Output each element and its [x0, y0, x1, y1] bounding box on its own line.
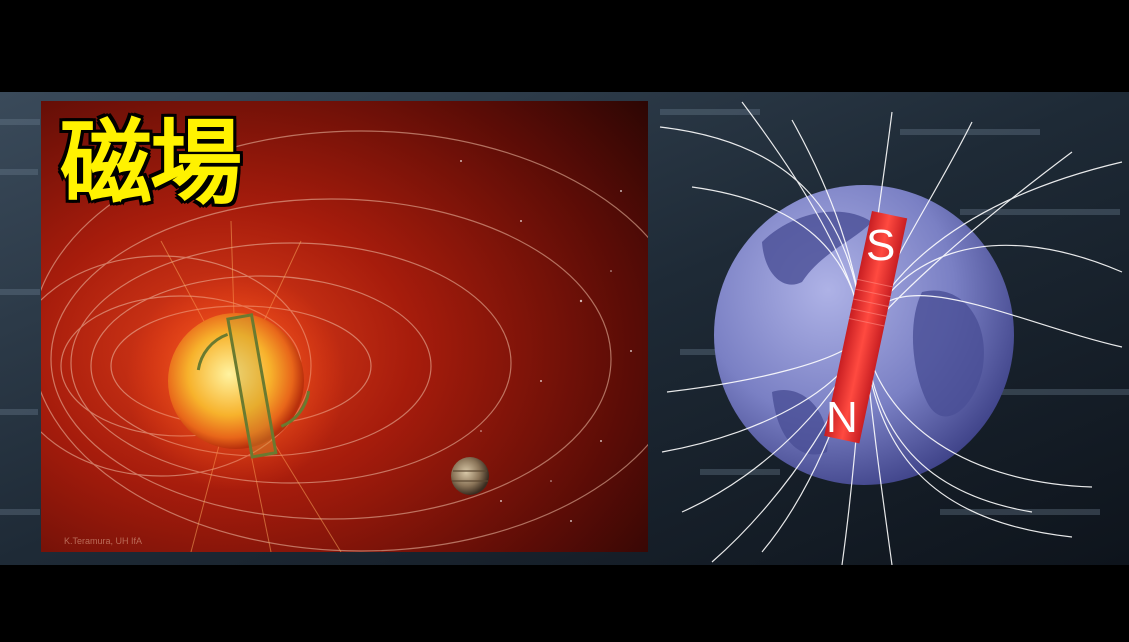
thumbnail-frame	[0, 92, 1129, 565]
sun-magnetic-field-image	[41, 101, 648, 552]
letterbox-bottom	[0, 565, 1129, 642]
letterbox-top	[0, 0, 1129, 92]
image-credit: K.Teramura, UH IfA	[64, 536, 143, 546]
magnet-south-label: S	[866, 221, 896, 270]
earth-magnetic-field-image	[659, 101, 1123, 565]
magnet-north-label: N	[826, 393, 858, 442]
title-text: 磁場	[60, 110, 242, 217]
